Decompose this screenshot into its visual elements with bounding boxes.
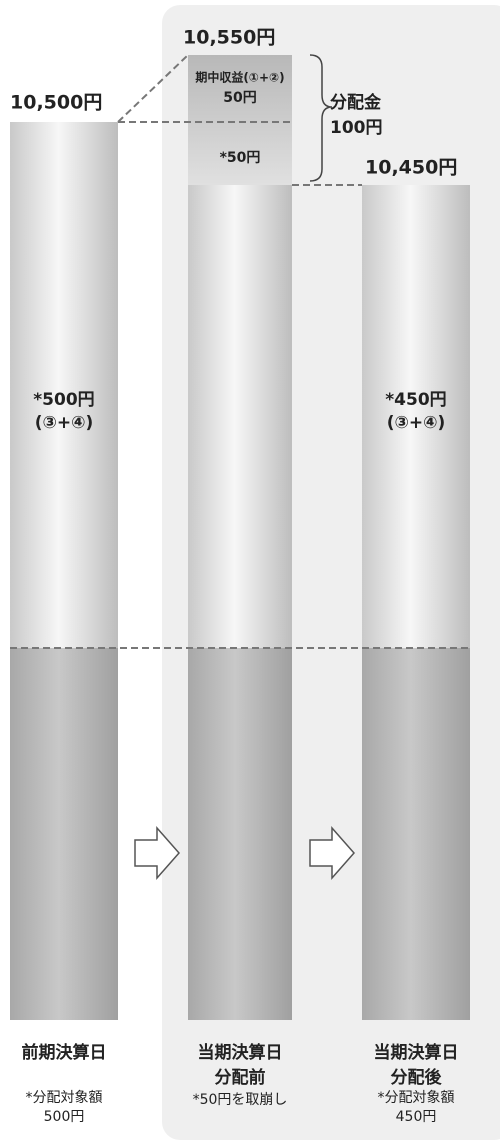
note: 500円	[44, 1109, 85, 1125]
distribution-label: 分配金	[330, 92, 382, 113]
note: *分配対象額	[26, 1090, 103, 1106]
distribution-label: 100円	[330, 118, 383, 138]
brace	[309, 54, 333, 182]
body-label: (③+④)	[35, 413, 94, 433]
footer-label: 当期決算日	[198, 1042, 283, 1063]
footer-label: 当期決算日	[374, 1042, 459, 1063]
body-label: *450円	[385, 390, 446, 410]
body-label: *500円	[33, 390, 94, 410]
footer-label: 分配前	[215, 1067, 266, 1088]
price-label: 10,500円	[10, 92, 102, 114]
income-label: 50円	[223, 90, 256, 106]
footer-label: 分配後	[391, 1067, 443, 1088]
note: *50円を取崩し	[193, 1092, 288, 1108]
dashed-lines	[10, 54, 470, 649]
body-label: (③+④)	[387, 413, 446, 433]
bar-upper	[188, 185, 292, 648]
note: *分配対象額	[378, 1090, 455, 1106]
bar-upper	[362, 185, 470, 648]
bar-lower	[10, 648, 118, 1020]
bar-top	[188, 55, 292, 185]
bar-lower	[362, 648, 470, 1020]
price-label: 10,450円	[365, 157, 457, 179]
note: 450円	[396, 1109, 437, 1125]
price-label: 10,550円	[183, 27, 275, 49]
bar-upper	[10, 122, 118, 648]
footer-label: 前期決算日	[22, 1042, 107, 1063]
bar-lower	[188, 648, 292, 1020]
arrows	[134, 826, 355, 880]
drawdown-label: *50円	[220, 150, 261, 166]
income-label: 期中収益(①+②)	[195, 70, 284, 85]
